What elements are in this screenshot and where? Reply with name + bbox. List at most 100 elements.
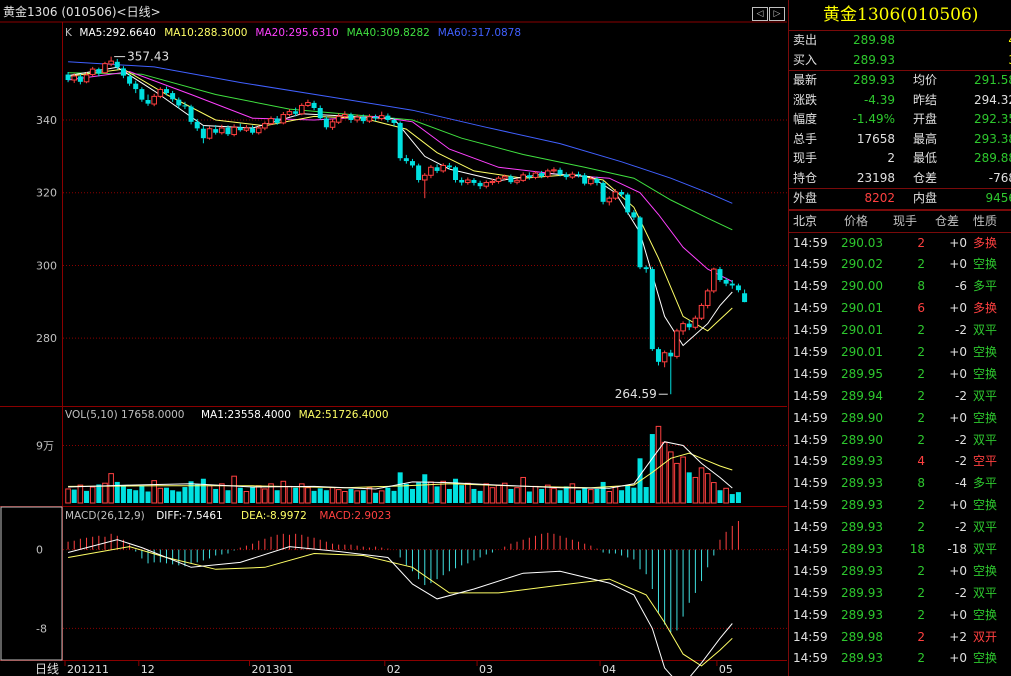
volume-bar xyxy=(539,488,545,503)
tick-volume: 2 xyxy=(917,388,925,403)
volume-bar xyxy=(366,487,373,504)
tick-time: 14:59 xyxy=(793,301,828,316)
candle-body xyxy=(182,105,188,107)
quote-label: 仓差 xyxy=(913,170,938,185)
candle-body xyxy=(89,68,96,76)
candle-body xyxy=(520,174,526,181)
candle-body xyxy=(631,212,637,218)
tick-volume: 2 xyxy=(917,366,925,381)
quote-value: 3 xyxy=(1008,51,1011,71)
tick-row[interactable]: 14:59 289.93 18 -18 双平 xyxy=(789,539,1011,561)
header-price: 价格 xyxy=(843,213,868,228)
tick-row[interactable]: 14:59 289.93 2 +0 空换 xyxy=(789,605,1011,627)
tick-nature: 多平 xyxy=(973,279,998,294)
quote-row: 现手 2 最低 289.88 xyxy=(789,149,1011,169)
prev-page-icon[interactable]: ◁ xyxy=(752,7,768,21)
volume-bar xyxy=(145,491,151,503)
ticks-list[interactable]: 14:59 290.03 2 +0 多换 14:59 290.02 2 +0 空换 14:59 290… xyxy=(789,233,1011,671)
candle-body xyxy=(409,161,415,166)
candle-body xyxy=(120,68,126,76)
tick-nature: 双平 xyxy=(973,323,998,338)
volume-bar xyxy=(508,488,514,503)
quote-table: 卖出 289.98 4 买入 289.93 3 最新 289.93 均价 291.58 涨跌 -4.3… xyxy=(789,31,1011,210)
tick-row[interactable]: 14:59 290.00 8 -6 多平 xyxy=(789,276,1011,298)
candle-body xyxy=(686,323,692,328)
volume-bar xyxy=(237,487,243,503)
volume-bar xyxy=(619,490,625,503)
tick-row[interactable]: 14:59 290.01 2 +0 空换 xyxy=(789,342,1011,364)
volume-bar xyxy=(501,482,508,504)
tick-price: 290.02 xyxy=(841,257,883,272)
volume-bar xyxy=(65,488,71,504)
tick-time: 14:59 xyxy=(793,585,828,600)
tick-time: 14:59 xyxy=(793,432,828,447)
ma5-line xyxy=(68,66,733,347)
tick-row[interactable]: 14:59 289.95 2 +0 空换 xyxy=(789,364,1011,386)
tick-price: 289.98 xyxy=(841,629,883,644)
tick-volume: 2 xyxy=(917,498,925,513)
price-axis-label: 320 xyxy=(36,187,57,200)
kline-chart[interactable]: 黄金1306 (010506)<日线> 340 320 300 280 9万 0 -8 K MA5… xyxy=(0,0,787,676)
candle-body xyxy=(145,100,151,104)
candle-body xyxy=(170,93,176,100)
tick-volume: 2 xyxy=(917,410,925,425)
tick-time: 14:59 xyxy=(793,476,828,491)
candle-body xyxy=(655,349,661,362)
tick-row[interactable]: 14:59 289.93 2 +0 空换 xyxy=(789,648,1011,670)
tick-row[interactable]: 14:59 289.93 4 -2 空平 xyxy=(789,451,1011,473)
kline-chart-area[interactable]: 黄金1306 (010506)<日线> 340 320 300 280 9万 0 -8 K MA5… xyxy=(0,0,787,676)
candle-body xyxy=(188,106,194,122)
quote-value: -1.49% xyxy=(852,112,895,126)
quote-label: 最高 xyxy=(913,131,938,146)
volume-bar xyxy=(71,489,77,503)
candle-body xyxy=(729,283,735,286)
tick-volume: 2 xyxy=(917,651,925,666)
volume-bar xyxy=(600,481,606,503)
tick-row[interactable]: 14:59 289.98 2 +2 双开 xyxy=(789,627,1011,649)
ma-legend-item: MA40:309.8282 xyxy=(347,27,430,39)
tick-row[interactable]: 14:59 289.93 2 +0 空换 xyxy=(789,495,1011,517)
quote-label: 最低 xyxy=(913,151,938,165)
tick-row[interactable]: 14:59 290.01 2 -2 双平 xyxy=(789,320,1011,342)
tick-row[interactable]: 14:59 289.93 2 +0 空换 xyxy=(789,561,1011,583)
quote-label: 昨结 xyxy=(913,92,938,107)
quote-value: 23198 xyxy=(856,170,895,185)
candle-body xyxy=(342,114,348,117)
volume-bar xyxy=(397,472,403,503)
tick-time: 14:59 xyxy=(793,410,828,425)
tick-row[interactable]: 14:59 289.93 2 -2 双平 xyxy=(789,583,1011,605)
date-tick-label: 201211 xyxy=(67,663,109,676)
tick-row[interactable]: 14:59 290.02 2 +0 空换 xyxy=(789,254,1011,276)
tick-time: 14:59 xyxy=(793,344,828,359)
quote-label: 买入 xyxy=(793,52,818,67)
tick-row[interactable]: 14:59 289.93 8 -4 多平 xyxy=(789,473,1011,495)
volume-bar xyxy=(416,482,422,503)
tick-row[interactable]: 14:59 290.03 2 +0 多换 xyxy=(789,233,1011,255)
quote-label: 卖出 xyxy=(793,33,818,47)
tick-row[interactable]: 14:59 289.90 2 +0 空换 xyxy=(789,408,1011,430)
volume-bar xyxy=(422,474,428,503)
quote-label: 总手 xyxy=(793,131,818,146)
tick-row[interactable]: 14:59 289.90 2 -2 双平 xyxy=(789,430,1011,452)
quote-label: 外盘 xyxy=(793,191,818,205)
volume-bar xyxy=(373,492,379,503)
tick-row[interactable]: 14:59 290.01 6 +0 多换 xyxy=(789,298,1011,320)
candle-body xyxy=(723,280,729,284)
tick-price: 290.01 xyxy=(841,323,883,338)
tick-row[interactable]: 14:59 289.94 2 -2 双平 xyxy=(789,386,1011,408)
volume-bar xyxy=(643,487,649,503)
quote-row: 幅度 -1.49% 开盘 292.35 xyxy=(789,110,1011,130)
tick-row[interactable]: 14:59 289.93 2 -2 双平 xyxy=(789,517,1011,539)
tick-nature: 双平 xyxy=(973,520,998,535)
tick-nature: 空换 xyxy=(973,651,998,666)
tick-time: 14:59 xyxy=(793,279,828,294)
candle-body xyxy=(600,182,606,202)
candle-body xyxy=(514,179,520,183)
ma-legend-item: MA20:295.6310 xyxy=(255,27,338,39)
next-page-icon[interactable]: ▷ xyxy=(769,7,785,21)
tick-oi-change: -2 xyxy=(955,520,967,535)
candle-body xyxy=(698,304,705,319)
candle-body xyxy=(293,111,299,114)
candle-body xyxy=(71,75,78,81)
volume-bar xyxy=(188,481,194,503)
